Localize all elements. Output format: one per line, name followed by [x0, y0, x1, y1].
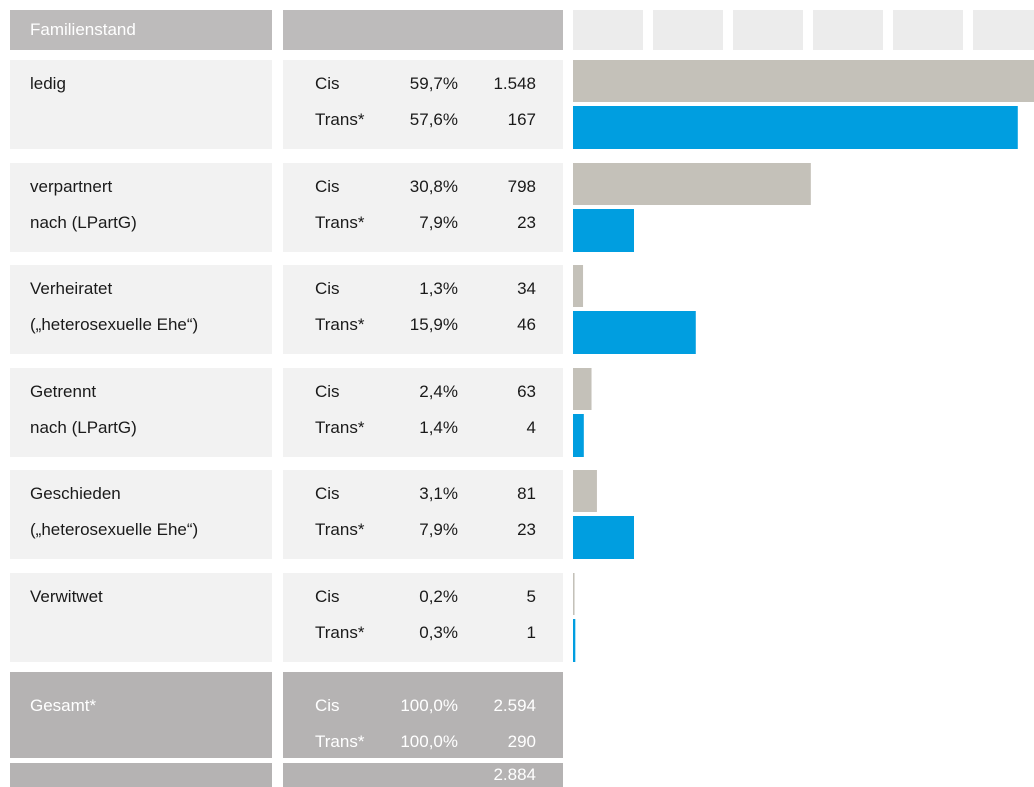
percent: 1,4%: [419, 418, 458, 437]
total-cell: [283, 672, 563, 758]
bar: [573, 163, 811, 205]
row-label: ledig: [30, 74, 66, 93]
count: 2.594: [493, 696, 536, 715]
bar: [573, 311, 696, 354]
group-name: Trans*: [315, 418, 365, 437]
group-name: Trans*: [315, 315, 365, 334]
group-name: Cis: [315, 279, 340, 298]
total-sum: 2.884: [493, 765, 536, 784]
row-label: Geschieden: [30, 484, 121, 503]
placeholder: [813, 10, 883, 50]
row-cell: [283, 265, 563, 354]
row-label: („heterosexuelle Ehe“): [30, 315, 199, 334]
row-cell: [10, 573, 272, 662]
placeholder: [733, 10, 803, 50]
count: 4: [526, 418, 536, 437]
placeholder: [893, 10, 963, 50]
row-label: verpartnert: [30, 177, 113, 196]
bar: [573, 619, 576, 662]
total-label: Gesamt*: [30, 696, 97, 715]
row-label: Verwitwet: [30, 587, 103, 606]
bar: [573, 368, 592, 410]
placeholder: [973, 10, 1034, 50]
bar: [573, 470, 597, 512]
row-cell: [10, 265, 272, 354]
group-name: Trans*: [315, 213, 365, 232]
percent: 57,6%: [409, 110, 458, 129]
total-cell: [10, 763, 272, 787]
row-label: nach (LPartG): [30, 418, 137, 437]
total-cell: [283, 763, 563, 787]
row-label: nach (LPartG): [30, 213, 137, 232]
group-name: Trans*: [315, 623, 365, 642]
count: 81: [517, 484, 536, 503]
percent: 0,3%: [419, 623, 458, 642]
header-cell: [10, 10, 272, 50]
percent: 2,4%: [419, 382, 458, 401]
group-name: Cis: [315, 382, 340, 401]
placeholder: [573, 10, 643, 50]
row-cell: [283, 470, 563, 559]
group-name: Trans*: [315, 520, 365, 539]
group-name: Cis: [315, 74, 340, 93]
row-cell: [10, 163, 272, 252]
percent: 15,9%: [409, 315, 458, 334]
row-label: Getrennt: [30, 382, 97, 401]
row-cell: [283, 368, 563, 457]
group-name: Cis: [315, 484, 340, 503]
row-cell: [10, 60, 272, 149]
percent: 30,8%: [409, 177, 458, 196]
count: 1: [526, 623, 536, 642]
row-cell: [283, 60, 563, 149]
percent: 7,9%: [419, 520, 458, 539]
placeholder: [653, 10, 723, 50]
count: 63: [517, 382, 536, 401]
count: 1.548: [493, 74, 536, 93]
group-name: Trans*: [315, 110, 365, 129]
bar: [573, 265, 584, 307]
header-cell: [283, 10, 563, 50]
count: 167: [507, 110, 536, 129]
row-cell: [283, 573, 563, 662]
percent: 59,7%: [409, 74, 458, 93]
bar: [573, 60, 1034, 102]
count: 23: [517, 213, 536, 232]
bar: [573, 414, 584, 457]
total-cell: [10, 672, 272, 758]
group-name: Cis: [315, 177, 340, 196]
bar: [573, 573, 575, 615]
count: 798: [507, 177, 536, 196]
group-name: Trans*: [315, 732, 365, 751]
percent: 0,2%: [419, 587, 458, 606]
count: 34: [517, 279, 536, 298]
row-cell: [10, 470, 272, 559]
bar: [573, 209, 635, 252]
count: 23: [517, 520, 536, 539]
row-label: Verheiratet: [30, 279, 113, 298]
group-name: Cis: [315, 587, 340, 606]
percent: 3,1%: [419, 484, 458, 503]
count: 5: [526, 587, 536, 606]
bar: [573, 106, 1018, 149]
percent: 7,9%: [419, 213, 458, 232]
group-name: Cis: [315, 696, 340, 715]
count: 46: [517, 315, 536, 334]
bar: [573, 516, 635, 559]
row-cell: [283, 163, 563, 252]
row-cell: [10, 368, 272, 457]
percent: 100,0%: [400, 732, 458, 751]
percent: 100,0%: [400, 696, 458, 715]
row-label: („heterosexuelle Ehe“): [30, 520, 199, 539]
header-title: Familienstand: [30, 20, 136, 39]
count: 290: [507, 732, 536, 751]
percent: 1,3%: [419, 279, 458, 298]
